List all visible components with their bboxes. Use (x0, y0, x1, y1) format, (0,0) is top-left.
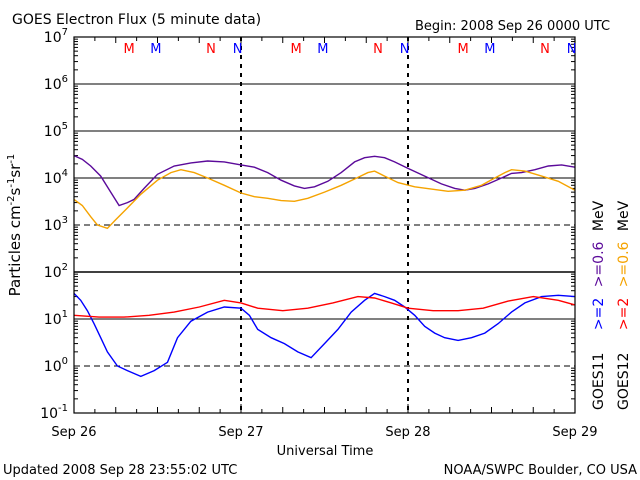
x-axis-label: Universal Time (277, 444, 374, 459)
series-line-3 (73, 295, 576, 318)
marker-m-1: M (150, 42, 161, 57)
y-tick-label-1e0: 100 (44, 356, 68, 375)
goes11-2mev-label: >=2 (591, 298, 607, 330)
goes12-06mev-label: >=0.6 (616, 241, 632, 287)
y-tick-label-1e7: 107 (44, 27, 68, 46)
x-tick-label-2: Sep 28 (385, 425, 430, 440)
goes11-unit-label: MeV (591, 200, 607, 231)
marker-n-7: N (400, 42, 410, 57)
legend-goes12: GOES12 >=2 >=0.6 MeV (616, 200, 632, 410)
marker-m-4: M (291, 42, 302, 57)
y-axis-tick-labels: 107 106 105 104 103 102 101 100 10-1 (40, 27, 68, 422)
y-tick-label-1e2: 102 (44, 262, 68, 281)
marker-m-8: M (458, 42, 469, 57)
plot-frame (73, 36, 576, 414)
x-tick-label-3: Sep 29 (552, 425, 597, 440)
series-line-2 (73, 292, 576, 378)
marker-n-6: N (373, 42, 383, 57)
legend-goes11: GOES11 >=2 >=0.6 MeV (591, 200, 607, 410)
y-tick-label-1e-1: 10-1 (40, 403, 68, 422)
chart-title: GOES Electron Flux (5 minute data) (12, 12, 261, 28)
x-tick-label-0: Sep 26 (51, 425, 96, 440)
marker-m-0: M (124, 42, 135, 57)
y-tick-label-1e1: 101 (44, 309, 68, 328)
marker-m-5: M (317, 42, 328, 57)
begin-label: Begin: 2008 Sep 26 0000 UTC (415, 19, 610, 34)
marker-n-10: N (540, 42, 550, 57)
updated-label: Updated 2008 Sep 28 23:55:02 UTC (3, 463, 237, 478)
y-tick-label-1e5: 105 (44, 121, 68, 140)
series-layer (73, 154, 576, 378)
series-line-1 (73, 168, 576, 230)
goes11-label: GOES11 (591, 353, 607, 410)
y-tick-label-1e6: 106 (44, 74, 68, 93)
x-tick-label-1: Sep 27 (218, 425, 263, 440)
marker-m-9: M (484, 42, 495, 57)
y-tick-label-1e4: 104 (44, 168, 68, 187)
series-line-0 (73, 154, 576, 207)
marker-n-3: N (233, 42, 243, 57)
goes11-06mev-label: >=0.6 (591, 241, 607, 287)
y-tick-label-1e3: 103 (44, 215, 68, 234)
goes12-unit-label: MeV (616, 200, 632, 231)
marker-n-2: N (206, 42, 216, 57)
goes12-label: GOES12 (616, 353, 632, 410)
x-axis-tick-labels: Sep 26 Sep 27 Sep 28 Sep 29 (51, 425, 597, 440)
y-axis-label: Particles cm-2s-1sr-1 (6, 154, 24, 297)
plot-border (73, 36, 576, 414)
goes12-2mev-label: >=2 (616, 298, 632, 330)
marker-n-11: N (567, 42, 577, 57)
grid-layer (73, 37, 576, 413)
source-label: NOAA/SWPC Boulder, CO USA (444, 463, 637, 478)
